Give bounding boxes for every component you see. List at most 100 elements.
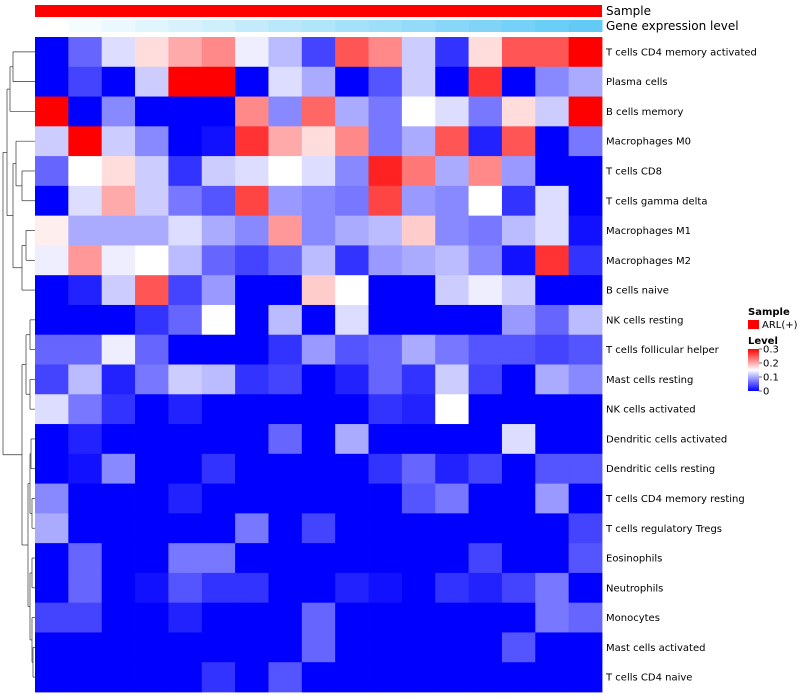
heatmap-cell — [301, 662, 336, 693]
heatmap-cell — [401, 37, 436, 68]
heatmap-cell — [135, 483, 169, 514]
legend-tick-label: 0.2 — [763, 359, 779, 370]
expression-track-cell — [401, 20, 436, 32]
heatmap-cell — [535, 424, 570, 455]
heatmap-cell — [335, 96, 369, 127]
heatmap-cell — [335, 572, 369, 604]
heatmap-cell — [235, 602, 269, 633]
heatmap-cell — [101, 424, 136, 455]
heatmap-cell — [168, 364, 203, 395]
heatmap-cell — [168, 394, 203, 425]
heatmap-cell — [368, 304, 403, 336]
heatmap-cell — [301, 156, 336, 187]
heatmap-cell — [435, 66, 469, 97]
heatmap-cell — [268, 275, 303, 306]
heatmap-cell — [568, 156, 603, 187]
heatmap-cell — [235, 334, 269, 365]
heatmap-cell — [368, 572, 403, 604]
heatmap-cell — [368, 37, 403, 68]
heatmap-cell — [201, 483, 236, 514]
heatmap-cell — [368, 334, 403, 365]
heatmap-cell — [401, 572, 436, 604]
heatmap-cell — [268, 453, 303, 484]
heatmap-cell — [535, 662, 570, 693]
heatmap-cell — [468, 126, 503, 157]
row-label: T cells follicular helper — [605, 345, 720, 356]
row-label: Macrophages M1 — [606, 226, 691, 237]
heatmap-cell — [335, 334, 369, 365]
heatmap-cell — [235, 185, 269, 217]
expression-track-cell — [435, 20, 470, 32]
heatmap-cell — [568, 453, 603, 484]
heatmap-cell — [35, 364, 69, 395]
heatmap-cell — [535, 453, 570, 484]
heatmap-cell — [501, 513, 536, 544]
heatmap-cell — [301, 96, 336, 127]
heatmap-cell — [535, 245, 570, 276]
heatmap-cell — [335, 394, 369, 425]
heatmap-cell — [401, 543, 436, 574]
heatmap-cell — [568, 96, 603, 127]
heatmap-cell — [401, 304, 436, 336]
heatmap-cell — [135, 572, 169, 604]
heatmap-cell — [568, 334, 603, 365]
heatmap-cell — [35, 662, 69, 693]
heatmap-cell — [468, 304, 503, 336]
heatmap-cell — [35, 394, 69, 425]
legend-tick-label: 0.3 — [763, 345, 779, 356]
heatmap-cell — [268, 602, 303, 633]
heatmap-cell — [401, 662, 436, 693]
heatmap-cell — [168, 245, 203, 276]
heatmap-cell — [435, 245, 469, 276]
heatmap-cell — [568, 572, 603, 604]
heatmap-cell — [135, 513, 169, 544]
heatmap-cell — [401, 215, 436, 246]
heatmap-cell — [335, 453, 369, 484]
heatmap-cell — [435, 156, 469, 187]
heatmap-cell — [235, 483, 269, 514]
heatmap-cell — [101, 215, 136, 246]
heatmap-cell — [235, 543, 269, 574]
heatmap-cell — [135, 185, 169, 217]
heatmap-cell — [535, 543, 570, 574]
heatmap-cell — [535, 37, 570, 68]
expression-track-cell — [301, 20, 336, 32]
heatmap-cell — [235, 126, 269, 157]
heatmap-cell — [368, 483, 403, 514]
heatmap-cell — [368, 632, 403, 663]
heatmap-cell — [568, 215, 603, 246]
heatmap-cell — [168, 632, 203, 663]
heatmap-cell — [535, 513, 570, 544]
row-label: Mast cells resting — [606, 375, 693, 386]
heatmap-cell — [135, 37, 169, 68]
heatmap-cell — [101, 394, 136, 425]
heatmap-cell — [135, 156, 169, 187]
heatmap-cell — [435, 513, 469, 544]
expression-track-cell — [335, 20, 370, 32]
heatmap-cell — [168, 304, 203, 336]
heatmap-cell — [468, 245, 503, 276]
heatmap-cell — [135, 453, 169, 484]
heatmap-cell — [168, 96, 203, 127]
heatmap-cell — [268, 662, 303, 693]
heatmap-cell — [235, 632, 269, 663]
heatmap-cell — [201, 364, 236, 395]
heatmap-cell — [335, 156, 369, 187]
heatmap-cell — [268, 304, 303, 336]
heatmap-cell — [401, 185, 436, 217]
heatmap-cell — [435, 215, 469, 246]
heatmap-cell — [401, 66, 436, 97]
heatmap-cell — [68, 275, 103, 306]
heatmap-cell — [168, 543, 203, 574]
heatmap-cell — [268, 572, 303, 604]
heatmap-cell — [68, 453, 103, 484]
heatmap-cell — [368, 453, 403, 484]
heatmap-cell — [501, 602, 536, 633]
heatmap-cell — [535, 96, 570, 127]
heatmap-cell — [468, 632, 503, 663]
heatmap-cell — [68, 513, 103, 544]
heatmap-cell — [535, 304, 570, 336]
expression-track-cell — [568, 20, 603, 32]
heatmap-cell — [201, 632, 236, 663]
